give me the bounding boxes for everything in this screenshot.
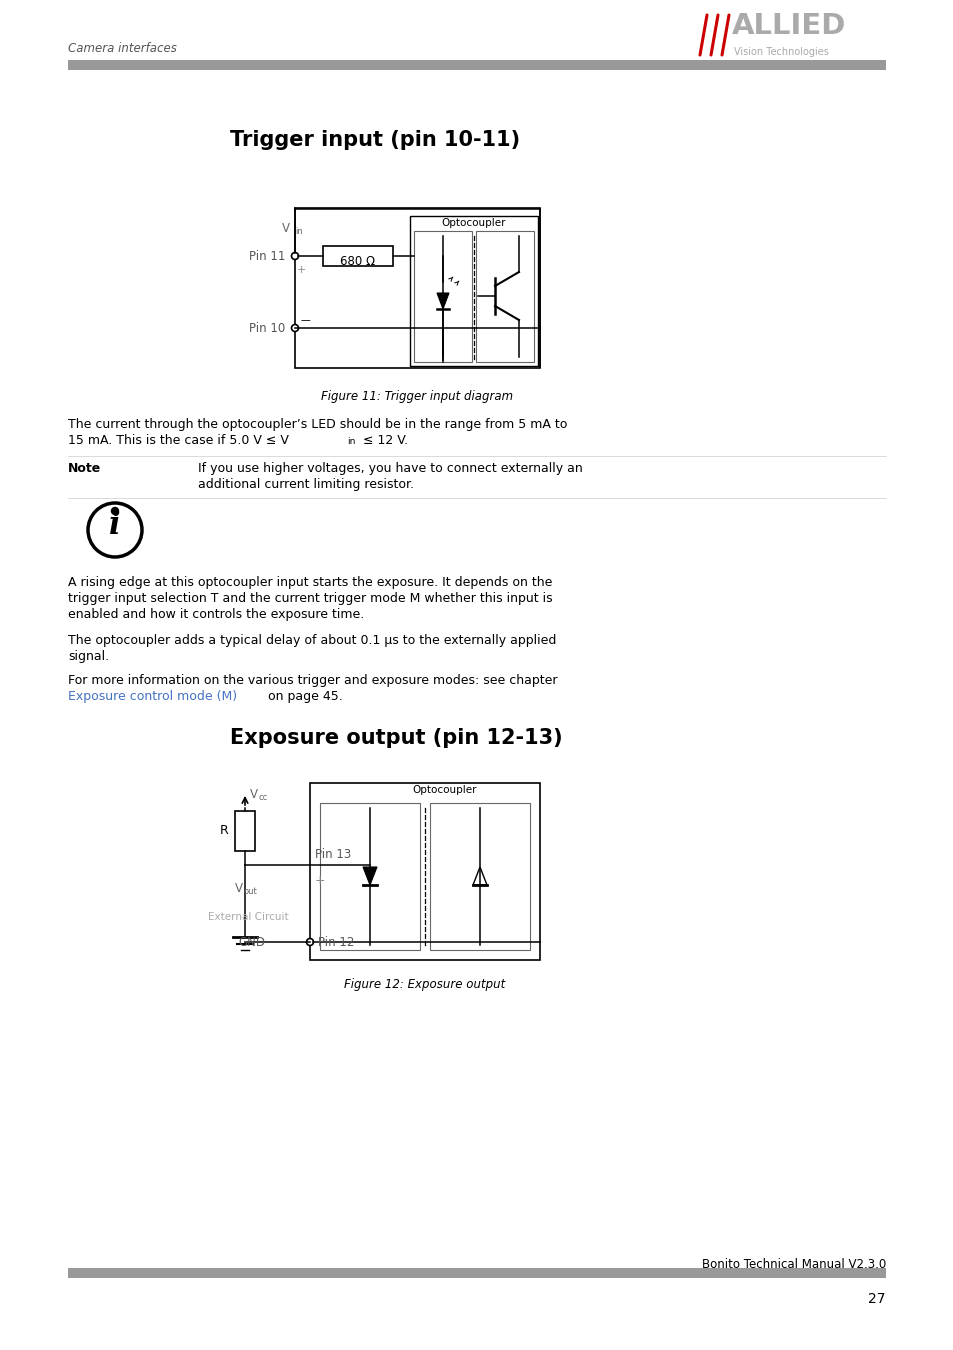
Text: If you use higher voltages, you have to connect externally an: If you use higher voltages, you have to … [198, 462, 582, 475]
Circle shape [88, 504, 142, 558]
Polygon shape [436, 293, 449, 309]
Bar [323, 246, 393, 266]
Text: out: out [244, 887, 257, 896]
Text: The current through the optocoupler’s LED should be in the range from 5 mA to: The current through the optocoupler’s LE… [68, 418, 567, 431]
Bar [319, 803, 419, 950]
Text: in: in [347, 437, 355, 446]
Bar [476, 231, 534, 362]
Text: External Circuit: External Circuit [208, 913, 288, 922]
Text: 27: 27 [867, 1292, 885, 1305]
Text: V: V [234, 882, 243, 895]
Text: Pin 12: Pin 12 [317, 936, 354, 949]
Text: on page 45.: on page 45. [264, 690, 342, 703]
Text: 15 mA. This is the case if 5.0 V ≤ V: 15 mA. This is the case if 5.0 V ≤ V [68, 433, 289, 447]
Text: Pin 13: Pin 13 [314, 848, 351, 861]
Polygon shape [473, 867, 486, 886]
Text: signal.: signal. [68, 649, 109, 663]
Bar [414, 231, 472, 362]
Text: ALLIED: ALLIED [731, 12, 845, 40]
Text: cc: cc [258, 794, 268, 802]
Text: Trigger input (pin 10-11): Trigger input (pin 10-11) [230, 130, 519, 150]
Bar [294, 208, 539, 369]
Text: Exposure output (pin 12-13): Exposure output (pin 12-13) [230, 728, 562, 748]
Text: Pin 11: Pin 11 [249, 250, 285, 262]
Text: Exposure control mode (M): Exposure control mode (M) [68, 690, 237, 703]
Text: Camera interfaces: Camera interfaces [68, 42, 176, 55]
Text: trigger input selection T and the current trigger mode M whether this input is: trigger input selection T and the curren… [68, 593, 552, 605]
Bar [68, 1268, 885, 1278]
Text: +: + [296, 265, 305, 275]
Polygon shape [363, 867, 376, 886]
Bar [68, 59, 885, 70]
Bar [410, 216, 537, 366]
Text: R: R [220, 825, 229, 837]
Text: GND: GND [237, 936, 265, 949]
Circle shape [306, 938, 314, 945]
Bar [430, 803, 530, 950]
Text: A rising edge at this optocoupler input starts the exposure. It depends on the: A rising edge at this optocoupler input … [68, 576, 552, 589]
Text: Optocoupler: Optocoupler [413, 784, 476, 795]
Text: 680 Ω: 680 Ω [340, 255, 375, 269]
Circle shape [292, 324, 298, 332]
Text: V: V [282, 221, 290, 235]
Text: The optocoupler adds a typical delay of about 0.1 μs to the externally applied: The optocoupler adds a typical delay of … [68, 634, 556, 647]
Text: Pin 10: Pin 10 [249, 321, 285, 335]
Text: enabled and how it controls the exposure time.: enabled and how it controls the exposure… [68, 608, 364, 621]
Text: Figure 11: Trigger input diagram: Figure 11: Trigger input diagram [320, 390, 513, 404]
Text: i: i [109, 509, 121, 540]
Circle shape [112, 508, 118, 514]
Text: V: V [250, 788, 257, 802]
Text: —: — [300, 315, 310, 325]
Text: For more information on the various trigger and exposure modes: see chapter: For more information on the various trig… [68, 674, 557, 687]
Circle shape [292, 252, 298, 259]
Text: ≤ 12 V.: ≤ 12 V. [358, 433, 408, 447]
Text: in: in [294, 227, 302, 235]
Bar [234, 811, 254, 850]
Text: Vision Technologies: Vision Technologies [733, 47, 828, 57]
Text: additional current limiting resistor.: additional current limiting resistor. [198, 478, 414, 491]
Text: +: + [314, 875, 325, 887]
Text: Note: Note [68, 462, 101, 475]
Text: Figure 12: Exposure output: Figure 12: Exposure output [344, 977, 505, 991]
Text: Optocoupler: Optocoupler [441, 217, 506, 228]
Bar [310, 783, 539, 960]
Text: Bonito Technical Manual V2.3.0: Bonito Technical Manual V2.3.0 [701, 1258, 885, 1270]
